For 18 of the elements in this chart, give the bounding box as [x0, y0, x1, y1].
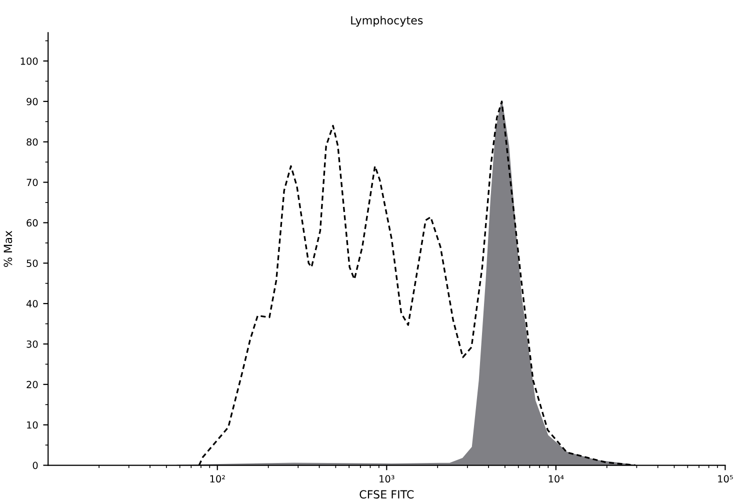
y-tick-label: 20 — [26, 380, 38, 388]
y-tick-label: 90 — [26, 98, 38, 106]
x-tick-label: 10⁴ — [548, 475, 564, 483]
y-tick-label: 30 — [26, 340, 38, 348]
y-tick-label: 0 — [32, 462, 38, 470]
y-tick-label: 60 — [26, 219, 38, 227]
chart-title: Lymphocytes — [351, 16, 423, 27]
y-tick-label: 50 — [26, 260, 38, 267]
x-tick-label: 10² — [210, 475, 225, 483]
y-tick-label: 10 — [27, 421, 38, 429]
y-tick-label: 100 — [20, 57, 38, 65]
x-tick-label: 10⁵ — [718, 475, 733, 483]
x-tick-label: 10³ — [380, 475, 394, 483]
y-tick-label: 80 — [26, 138, 38, 146]
x-axis-title: CFSE FITC — [360, 490, 414, 499]
y-axis-title: % Max — [4, 230, 12, 267]
y-tick-label: 40 — [26, 300, 38, 308]
y-tick-label: 70 — [26, 178, 38, 186]
